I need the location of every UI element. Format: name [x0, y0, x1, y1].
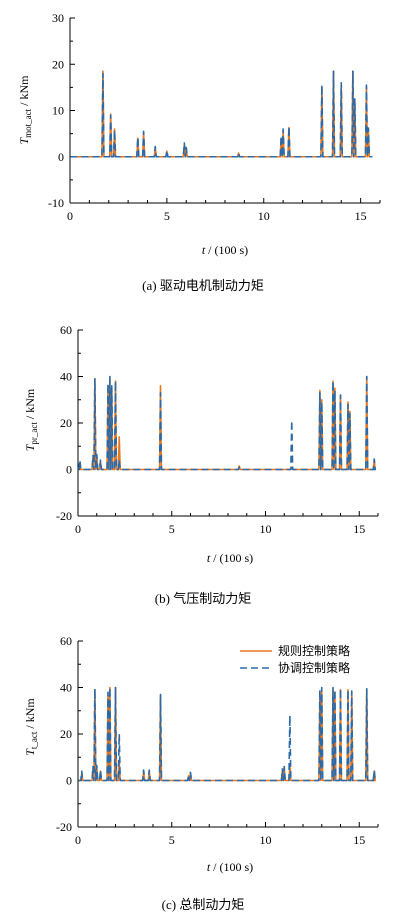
y-tick-label-a: 0 [58, 150, 64, 164]
x-axis-label-b: t / (100 s) [207, 551, 253, 565]
y-tick-label-b: 40 [60, 370, 72, 384]
x-tick-label-a: 0 [67, 209, 73, 223]
y-axis-label-sub-c: t_act [29, 731, 39, 749]
y-tick-label-a: 10 [52, 104, 64, 118]
x-tick-label-a: 10 [258, 209, 270, 223]
y-tick-label-c: 0 [66, 774, 72, 788]
x-tick-label-c: 15 [353, 833, 365, 847]
y-tick-label-a: 20 [52, 57, 64, 71]
x-tick-label-b: 10 [260, 522, 272, 536]
x-tick-label-a: 15 [355, 209, 367, 223]
caption-c: (c) 总制动力矩 [162, 897, 245, 912]
series-line-b-coord [78, 375, 376, 471]
y-tick-label-c: 60 [60, 634, 72, 648]
x-axis-label-c: t / (100 s) [207, 860, 253, 874]
legend-label-rule: 规则控制策略 [278, 643, 350, 658]
y-tick-label-a: -10 [48, 196, 64, 210]
y-axis-label-unit-c: / kNm [23, 698, 37, 732]
y-axis-label-a: Tmot_act / kNm [17, 75, 33, 145]
y-tick-label-c: -20 [56, 820, 72, 834]
y-tick-label-b: -20 [56, 509, 72, 523]
y-tick-label-b: 0 [66, 463, 72, 477]
x-axis-label-unit-b: / (100 s) [210, 551, 253, 565]
series-line-b-rule [78, 375, 376, 471]
x-tick-label-c: 5 [169, 833, 175, 847]
y-axis-label-c: Tt_act / kNm [23, 698, 39, 756]
y-tick-label-b: 20 [60, 416, 72, 430]
y-axis-label-sub-b: pr_act [29, 422, 39, 445]
caption-a: (a) 驱动电机制动力矩 [142, 278, 264, 293]
y-tick-label-b: 60 [60, 323, 72, 337]
y-axis-label-unit-b: / kNm [23, 388, 37, 422]
x-axis-label-unit-a: / (100 s) [205, 243, 248, 257]
y-tick-label-a: 30 [52, 11, 64, 25]
caption-b: (b) 气压制动力矩 [155, 591, 251, 606]
x-tick-label-a: 5 [164, 209, 170, 223]
y-tick-label-c: 40 [60, 681, 72, 695]
series-line-a-coord [70, 70, 373, 158]
x-axis-label-a: t / (100 s) [202, 243, 248, 257]
series-line-c-rule [78, 686, 376, 782]
x-tick-label-b: 15 [353, 522, 365, 536]
x-tick-label-b: 0 [75, 522, 81, 536]
x-tick-label-c: 0 [75, 833, 81, 847]
x-tick-label-b: 5 [169, 522, 175, 536]
x-tick-label-c: 10 [260, 833, 272, 847]
legend: 规则控制策略 协调控制策略 [240, 643, 350, 675]
y-axis-label-unit-a: / kNm [17, 75, 31, 109]
y-axis-label-sub-a: mot_act [23, 108, 33, 137]
y-axis-label-b: Tpr_act / kNm [23, 388, 39, 451]
legend-label-coord: 协调控制策略 [278, 660, 350, 675]
x-axis-label-unit-c: / (100 s) [210, 860, 253, 874]
series-line-a-rule [70, 70, 373, 158]
y-tick-label-c: 20 [60, 727, 72, 741]
series-line-c-coord [78, 686, 376, 782]
